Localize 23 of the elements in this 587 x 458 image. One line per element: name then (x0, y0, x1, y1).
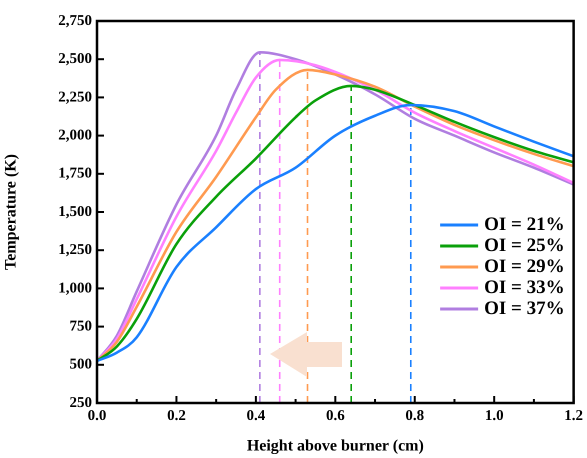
y-tick-label: 1,250 (58, 242, 92, 258)
x-axis-title: Height above burner (cm) (246, 438, 424, 455)
y-tick-label: 2,000 (58, 127, 92, 144)
x-tick-label: 0.4 (246, 408, 266, 424)
legend-label: OI = 33% (484, 276, 565, 298)
y-tick-label: 1,000 (58, 280, 92, 296)
legend-label: OI = 29% (484, 256, 565, 277)
x-tick-label: 1.2 (564, 408, 583, 424)
legend-label: OI = 37% (484, 298, 565, 319)
y-tick-label: 500 (70, 356, 92, 373)
y-tick-label: 2,750 (58, 12, 92, 29)
x-tick-label: 0.8 (405, 408, 424, 424)
x-tick-label: 0.2 (167, 408, 186, 424)
x-tick-label: 1.0 (484, 408, 504, 424)
y-tick-label: 2,250 (58, 89, 92, 106)
y-axis-title: Temperature (K) (2, 154, 20, 270)
legend-label: OI = 21% (484, 214, 565, 235)
y-tick-label: 1,500 (58, 204, 92, 220)
y-tick-label: 2,500 (58, 51, 92, 68)
y-tick-label: 1,750 (58, 166, 92, 182)
legend-label: OI = 25% (484, 234, 565, 256)
x-tick-label: 0.6 (326, 408, 346, 424)
y-tick-label: 750 (70, 318, 92, 334)
